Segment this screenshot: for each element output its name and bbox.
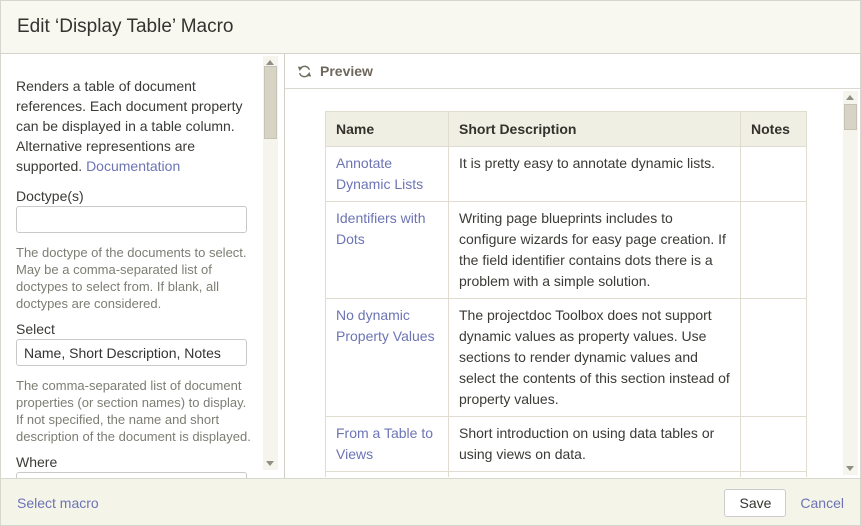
- short-description-cell: The projectdoc Toolbox does not support …: [448, 298, 741, 417]
- column-header-short-description: Short Description: [448, 111, 741, 147]
- left-panel-scrollbar[interactable]: [263, 56, 278, 470]
- documentation-link[interactable]: Documentation: [86, 158, 181, 174]
- scroll-up-icon[interactable]: [266, 60, 274, 65]
- doctypes-input[interactable]: [16, 206, 247, 233]
- dialog-footer: Select macro Save Cancel: [1, 478, 860, 525]
- scroll-down-icon[interactable]: [846, 466, 854, 471]
- short-description-cell: Writing page blueprints includes to conf…: [448, 201, 741, 299]
- column-header-notes: Notes: [740, 111, 807, 147]
- table-row-partial: [325, 471, 807, 477]
- macro-parameters-content: Renders a table of document references. …: [1, 54, 284, 478]
- document-link[interactable]: From a Table to Views: [336, 425, 434, 462]
- macro-description: Renders a table of document references. …: [16, 76, 248, 176]
- preview-content: Name Short Description Notes Annotate Dy…: [285, 89, 860, 477]
- doctypes-label: Doctype(s): [16, 188, 84, 204]
- doctypes-help: The doctype of the documents to select. …: [16, 245, 247, 311]
- short-description-cell: Short introduction on using data tables …: [448, 416, 741, 472]
- document-link[interactable]: Identifiers with Dots: [336, 210, 426, 247]
- table-row: No dynamic Property Values The projectdo…: [325, 298, 807, 417]
- macro-parameters-panel: Renders a table of document references. …: [1, 54, 285, 478]
- preview-panel: Preview Name Short Description Notes: [285, 54, 860, 478]
- macro-description-text: Renders a table of document references. …: [16, 78, 243, 174]
- select-input[interactable]: [16, 339, 247, 366]
- table-row: Identifiers with Dots Writing page bluep…: [325, 201, 807, 299]
- refresh-icon[interactable]: [297, 64, 312, 79]
- notes-cell: [740, 201, 807, 299]
- select-label: Select: [16, 321, 55, 337]
- preview-table: Name Short Description Notes Annotate Dy…: [325, 111, 807, 477]
- save-button[interactable]: Save: [724, 488, 787, 517]
- short-description-cell: It is pretty easy to annotate dynamic li…: [448, 146, 741, 202]
- left-scrollbar-thumb[interactable]: [264, 66, 277, 139]
- where-input[interactable]: [16, 472, 247, 478]
- footer-actions: Save Cancel: [724, 488, 844, 517]
- dialog-body: Renders a table of document references. …: [1, 54, 860, 478]
- column-header-name: Name: [325, 111, 449, 147]
- dialog-header: Edit ‘Display Table’ Macro: [1, 1, 860, 54]
- notes-cell: [740, 298, 807, 417]
- document-link[interactable]: Annotate Dynamic Lists: [336, 155, 424, 192]
- notes-cell: [740, 416, 807, 472]
- page-title: Edit ‘Display Table’ Macro: [17, 16, 234, 37]
- table-row: From a Table to Views Short introduction…: [325, 416, 807, 472]
- scroll-up-icon[interactable]: [846, 95, 854, 100]
- scroll-down-icon[interactable]: [266, 461, 274, 466]
- cancel-link[interactable]: Cancel: [800, 494, 844, 511]
- preview-toolbar: Preview: [285, 54, 860, 89]
- preview-scrollbar[interactable]: [843, 91, 858, 475]
- preview-title: Preview: [320, 63, 373, 79]
- where-label: Where: [16, 454, 58, 470]
- table-header-row: Name Short Description Notes: [325, 111, 807, 147]
- notes-cell: [740, 146, 807, 202]
- table-row: Annotate Dynamic Lists It is pretty easy…: [325, 146, 807, 202]
- preview-scrollbar-thumb[interactable]: [844, 104, 857, 130]
- select-help: The comma-separated list of document pro…: [16, 378, 251, 444]
- select-macro-link[interactable]: Select macro: [17, 494, 99, 511]
- document-link[interactable]: No dynamic Property Values: [336, 307, 435, 344]
